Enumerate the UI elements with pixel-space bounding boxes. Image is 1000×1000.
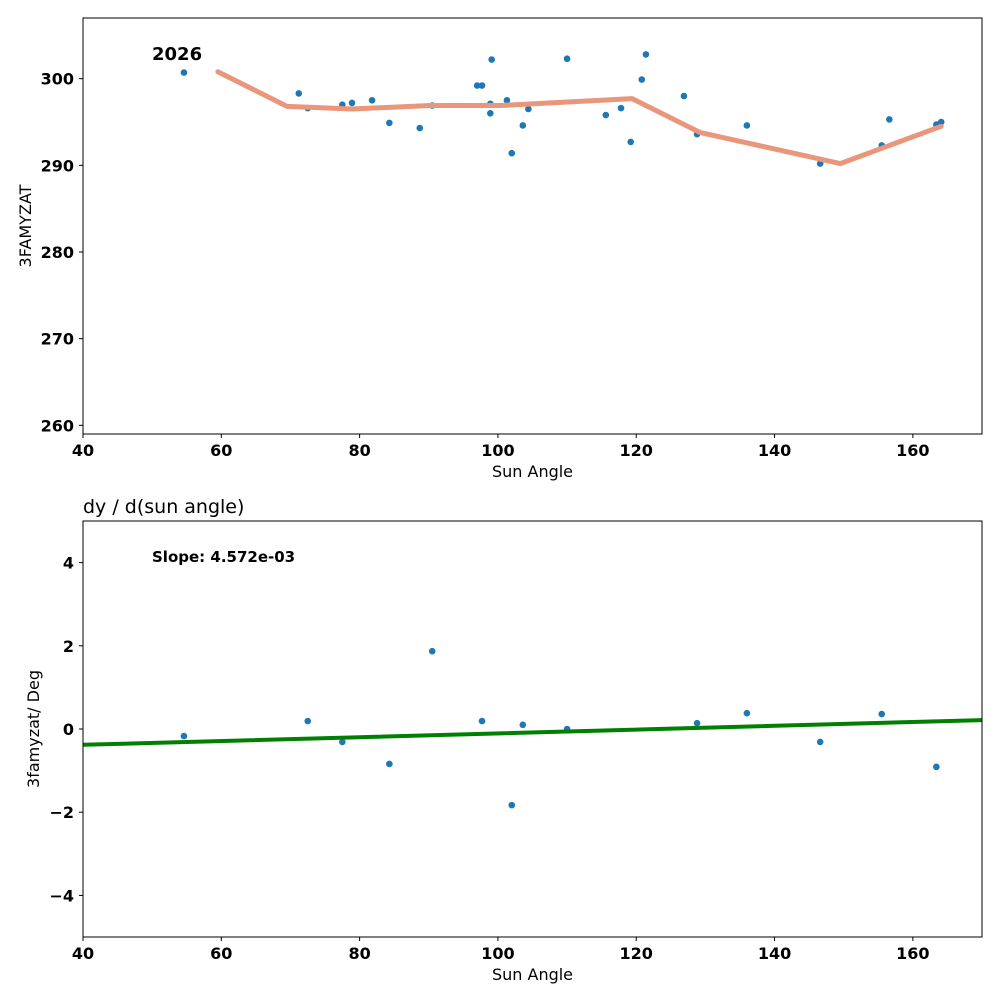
plot-area — [180, 51, 945, 167]
y-tick-label: 290 — [41, 156, 74, 175]
data-point — [180, 69, 188, 76]
data-point — [937, 118, 945, 126]
x-tick-label: 160 — [896, 441, 929, 460]
smoothed-line — [215, 69, 944, 167]
x-tick-label: 40 — [72, 441, 94, 460]
x-tick-label: 120 — [620, 441, 653, 460]
x-tick-label: 100 — [481, 441, 514, 460]
data-point — [488, 56, 495, 63]
data-point — [525, 105, 532, 113]
data-point — [816, 738, 824, 746]
y-tick-label: 4 — [63, 554, 74, 573]
chart-panel-1: 40 60 80 100 120 140 160 260 270 280 290 300 Sun Ang… — [16, 17, 983, 481]
data-point — [386, 119, 393, 127]
x-axis-label: Sun Angle — [492, 965, 573, 984]
data-point — [519, 122, 527, 129]
data-point — [602, 111, 610, 119]
x-axis-label: Sun Angle — [492, 462, 573, 481]
data-point — [563, 55, 571, 63]
plot-area — [83, 647, 982, 809]
axes-frame — [82, 17, 983, 435]
trend-line — [83, 718, 982, 747]
x-tick-label: 160 — [896, 944, 929, 963]
axes-frame — [82, 520, 983, 938]
annotation: Slope: 4.572e-03 — [152, 548, 295, 566]
data-point — [478, 82, 486, 89]
data-point — [386, 760, 393, 768]
data-point — [743, 122, 751, 129]
data-point — [348, 99, 356, 107]
data-point — [295, 90, 303, 97]
data-point — [339, 738, 346, 746]
data-point — [508, 149, 516, 157]
x-tick-label: 120 — [620, 944, 653, 963]
data-point — [416, 124, 424, 132]
data-point — [693, 719, 701, 727]
data-point — [878, 710, 886, 718]
y-tick-label: 260 — [41, 416, 74, 435]
data-point — [304, 717, 312, 725]
data-point — [508, 801, 516, 809]
chart-title: dy / d(sun angle) — [83, 496, 244, 518]
x-tick-label: 40 — [72, 944, 94, 963]
x-tick-label: 60 — [210, 441, 232, 460]
x-tick-label: 60 — [210, 944, 232, 963]
x-tick-label: 140 — [758, 441, 791, 460]
y-tick-label: 0 — [63, 720, 74, 739]
data-point — [638, 76, 646, 83]
y-tick-label: 270 — [41, 330, 74, 349]
y-tick-label: −4 — [49, 886, 74, 905]
data-point — [627, 138, 634, 146]
data-point — [617, 104, 625, 112]
data-point — [478, 717, 486, 725]
data-point — [428, 647, 436, 655]
x-tick-label: 100 — [481, 944, 514, 963]
chart-panel-2: 40 60 80 100 120 140 160 −4 −2 0 2 4 Sun Angle 3famyz… — [24, 496, 983, 984]
annotation: 2026 — [152, 44, 202, 65]
data-point — [642, 51, 650, 58]
y-tick-label: −2 — [49, 803, 74, 822]
data-point — [743, 709, 751, 717]
data-point — [503, 97, 511, 104]
x-tick-label: 80 — [348, 441, 370, 460]
data-point — [180, 732, 188, 740]
y-tick-label: 300 — [41, 70, 74, 89]
data-point — [487, 110, 494, 117]
y-axis-label: 3famyzat/ Deg — [24, 670, 43, 788]
y-tick-label: 2 — [63, 637, 74, 656]
x-tick-label: 140 — [758, 944, 791, 963]
y-axis-label: 3FAMYZAT — [16, 184, 35, 267]
data-point — [680, 92, 688, 100]
data-point — [933, 763, 940, 771]
data-point — [368, 97, 376, 104]
data-point — [886, 116, 893, 123]
data-point — [519, 721, 527, 729]
x-tick-label: 80 — [348, 944, 370, 963]
data-point — [473, 82, 481, 89]
y-tick-label: 280 — [41, 243, 74, 262]
